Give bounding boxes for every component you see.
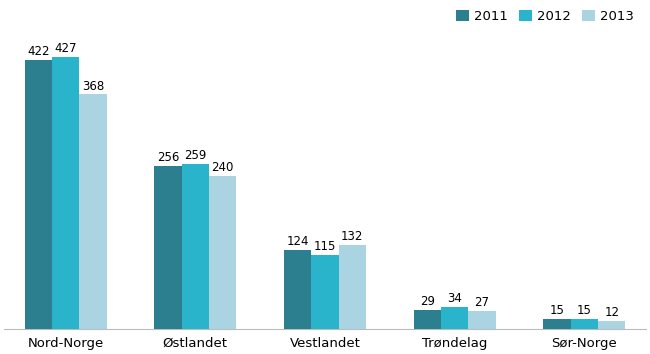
Text: 124: 124	[287, 235, 309, 248]
Text: 368: 368	[82, 80, 104, 92]
Text: 132: 132	[341, 230, 363, 242]
Text: 27: 27	[474, 296, 489, 309]
Bar	[543, 319, 571, 329]
Bar	[52, 57, 79, 329]
Text: 115: 115	[314, 240, 336, 253]
Text: 427: 427	[55, 42, 77, 55]
Bar	[209, 176, 236, 329]
Bar	[469, 311, 496, 329]
Bar	[79, 95, 107, 329]
Bar	[598, 321, 625, 329]
Bar	[414, 310, 441, 329]
Bar	[25, 60, 52, 329]
Text: 34: 34	[447, 292, 462, 305]
Text: 29: 29	[420, 295, 435, 308]
Text: 15: 15	[550, 304, 565, 317]
Bar	[284, 250, 311, 329]
Bar	[571, 319, 598, 329]
Text: 422: 422	[27, 45, 49, 58]
Bar	[154, 166, 181, 329]
Bar	[441, 307, 469, 329]
Legend: 2011, 2012, 2013: 2011, 2012, 2013	[450, 4, 639, 28]
Bar	[181, 164, 209, 329]
Text: 15: 15	[577, 304, 592, 317]
Bar	[339, 245, 366, 329]
Bar	[311, 255, 339, 329]
Text: 240: 240	[211, 161, 234, 174]
Text: 259: 259	[184, 149, 207, 162]
Text: 256: 256	[157, 151, 179, 164]
Text: 12: 12	[604, 306, 619, 319]
